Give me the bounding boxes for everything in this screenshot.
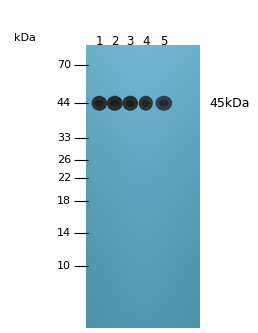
Ellipse shape [123, 96, 138, 111]
Ellipse shape [155, 96, 172, 111]
Text: 45kDa: 45kDa [209, 97, 249, 110]
Ellipse shape [126, 100, 135, 107]
Text: 2: 2 [111, 35, 119, 48]
Text: kDa: kDa [14, 33, 36, 43]
Text: 26: 26 [57, 155, 71, 165]
Ellipse shape [139, 96, 153, 111]
Ellipse shape [92, 96, 107, 111]
Text: 18: 18 [57, 196, 71, 206]
Ellipse shape [159, 100, 168, 107]
Text: 1: 1 [95, 35, 103, 48]
Text: 70: 70 [57, 60, 71, 70]
Text: 10: 10 [57, 261, 71, 271]
Text: 5: 5 [160, 35, 167, 48]
Ellipse shape [110, 100, 119, 107]
Text: 44: 44 [57, 98, 71, 108]
Text: 33: 33 [57, 133, 71, 143]
Text: 3: 3 [127, 35, 134, 48]
Text: 4: 4 [142, 35, 150, 48]
Text: 14: 14 [57, 228, 71, 238]
Ellipse shape [107, 96, 123, 111]
Text: 22: 22 [57, 173, 71, 183]
Ellipse shape [95, 100, 104, 107]
Ellipse shape [142, 100, 150, 107]
